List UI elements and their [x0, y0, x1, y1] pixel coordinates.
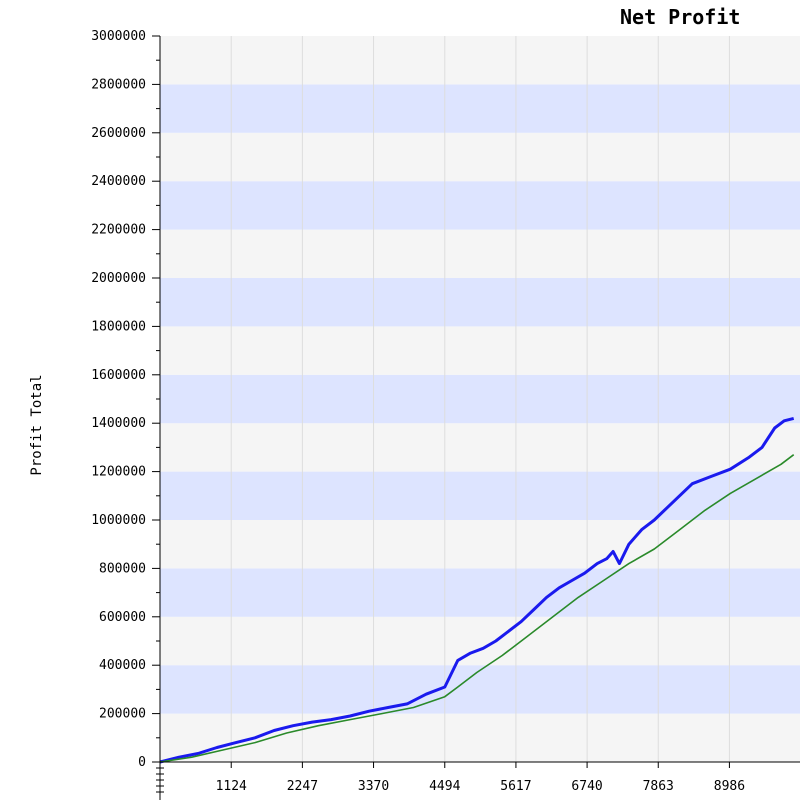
x-tick-label-1: 2247 — [287, 779, 318, 794]
band-0 — [160, 713, 800, 762]
y-tick-label-12: 2400000 — [91, 174, 146, 189]
band-12 — [160, 132, 800, 182]
band-13 — [160, 84, 800, 133]
x-tick-label-5: 6740 — [571, 779, 602, 794]
y-tick-label-6: 1200000 — [91, 465, 146, 480]
series-lines — [159, 416, 795, 764]
axes — [159, 36, 800, 800]
background-bands — [160, 36, 800, 762]
vertical-gridlines — [230, 36, 730, 762]
y-tick-label-9: 1800000 — [91, 319, 146, 334]
y-tick-label-8: 1600000 — [91, 368, 146, 383]
band-1 — [160, 665, 800, 714]
band-3 — [160, 568, 800, 617]
y-tick-label-11: 2200000 — [91, 223, 146, 238]
band-9 — [160, 278, 800, 327]
y-tick-label-0: 0 — [138, 755, 146, 770]
y-tick-label-4: 800000 — [99, 561, 146, 576]
y-tick-label-10: 2000000 — [91, 271, 146, 286]
y-tick-label-15: 3000000 — [91, 29, 146, 44]
band-8 — [160, 326, 800, 375]
y-tick-label-2: 400000 — [99, 658, 146, 673]
y-tick-label-7: 1400000 — [91, 416, 146, 431]
series-line-1 — [159, 454, 795, 763]
band-7 — [160, 374, 800, 424]
band-5 — [160, 471, 800, 520]
x-axis-ticks: 1124 2247 3370 4494 5617 6740 7863 8986 — [156, 762, 745, 794]
band-10 — [160, 229, 800, 278]
y-tick-label-1: 200000 — [99, 707, 146, 722]
x-tick-label-3: 4494 — [429, 779, 460, 794]
y-tick-label-3: 600000 — [99, 610, 146, 625]
y-axis-ticks: 0 200000 400000 600000 800000 1000000 1200000 1… — [91, 29, 160, 770]
band-6 — [160, 423, 800, 472]
chart-title: Net Profit — [620, 5, 740, 29]
x-tick-label-2: 3370 — [358, 779, 389, 794]
x-tick-label-6: 7863 — [643, 779, 674, 794]
y-axis-label: Profit Total — [29, 374, 45, 475]
y-tick-label-13: 2600000 — [91, 126, 146, 141]
band-2 — [160, 616, 800, 666]
band-11 — [160, 181, 800, 230]
band-4 — [160, 520, 800, 569]
y-tick-label-5: 1000000 — [91, 513, 146, 528]
x-tick-label-7: 8986 — [714, 779, 745, 794]
y-tick-label-14: 2800000 — [91, 77, 146, 92]
band-14 — [160, 36, 800, 85]
x-tick-label-0: 1124 — [216, 779, 247, 794]
series-line-0 — [159, 416, 795, 764]
x-tick-label-4: 5617 — [500, 779, 531, 794]
